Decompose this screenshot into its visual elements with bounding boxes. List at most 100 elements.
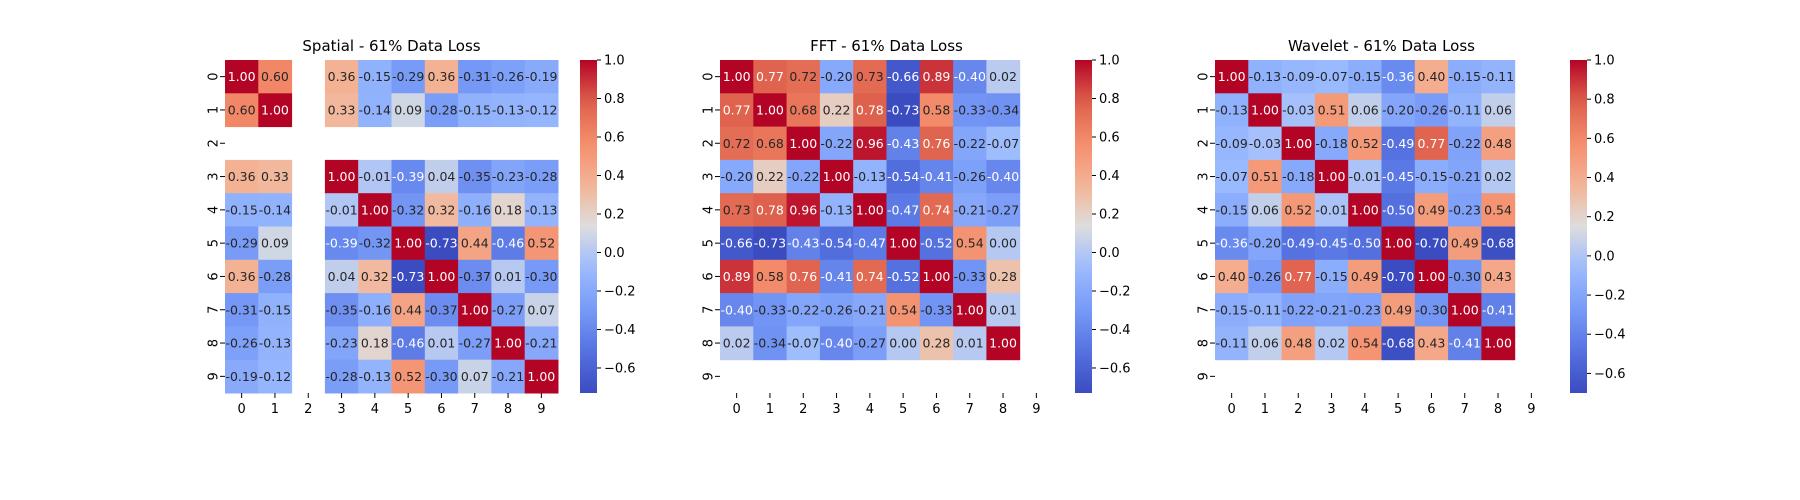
heatmap-cell (1448, 326, 1482, 361)
cell-label: 1.00 (1218, 69, 1246, 84)
heatmap-cell (1314, 159, 1349, 194)
cell-label: -0.13 (820, 202, 852, 217)
heatmap-cell (819, 326, 854, 361)
heatmap-cell (819, 259, 854, 294)
cell-label: -0.15 (1315, 269, 1347, 284)
heatmap-cell (225, 60, 259, 94)
x-tick-label: 9 (537, 402, 545, 417)
colorbar-tick-label: 1.0 (1594, 54, 1615, 69)
cell-label: -0.29 (392, 69, 424, 84)
heatmap-cell (1481, 226, 1516, 261)
cell-label: 0.00 (989, 236, 1017, 251)
cell-label: -0.46 (492, 236, 524, 251)
cell-label: 1.00 (789, 136, 817, 151)
cell-label: -0.19 (225, 369, 257, 384)
cell-label: 0.49 (1384, 302, 1412, 317)
cell-label: -0.03 (1249, 136, 1281, 151)
cell-label: 0.36 (228, 269, 256, 284)
heatmap-cell (720, 226, 754, 261)
cell-label: -0.14 (259, 202, 291, 217)
cell-label: -0.13 (854, 169, 886, 184)
heatmap-cell (1414, 60, 1449, 94)
y-tick-label: 7 (207, 306, 222, 314)
x-tick-label: 0 (1228, 402, 1236, 417)
cell-label: -0.47 (887, 202, 919, 217)
cell-label: -0.11 (1449, 102, 1481, 117)
heatmap-cell (1348, 126, 1382, 161)
heatmap-cell (391, 293, 426, 327)
cell-label: -0.66 (887, 69, 919, 84)
x-tick-label: 2 (304, 402, 312, 417)
heatmap-cell (753, 93, 788, 128)
heatmap-cell (458, 159, 492, 194)
cell-label: -0.26 (820, 302, 852, 317)
y-tick-label: 9 (1197, 372, 1212, 380)
heatmap-cell (524, 159, 559, 194)
heatmap-cell (491, 359, 526, 394)
heatmap-cell (919, 159, 954, 194)
cell-label: -0.20 (1382, 102, 1414, 117)
cell-label: 0.77 (1418, 136, 1446, 151)
y-tick-label: 2 (207, 139, 222, 147)
cell-label: -0.41 (920, 169, 952, 184)
colorbar (1075, 60, 1092, 393)
y-tick-label: 5 (1197, 239, 1212, 247)
heatmap-cell (886, 226, 921, 261)
x-tick-label: 1 (766, 402, 774, 417)
cell-label: -0.46 (392, 336, 424, 351)
heatmap-cell (786, 159, 821, 194)
heatmap-cell (953, 293, 987, 327)
x-tick-label: 4 (1361, 402, 1369, 417)
y-tick-label: 2 (702, 139, 717, 147)
cell-label: 1.00 (1484, 336, 1512, 351)
cell-label: -0.15 (1215, 202, 1247, 217)
cell-label: 0.74 (923, 202, 951, 217)
heatmap-cell (720, 159, 754, 194)
heatmap-cell (1481, 126, 1516, 161)
heatmap-cell (1314, 326, 1349, 361)
cell-label: -0.20 (820, 69, 852, 84)
heatmap-cell (324, 193, 359, 227)
y-tick-label: 8 (1197, 339, 1212, 347)
heatmap-cell (919, 226, 954, 261)
heatmap-cell (324, 259, 359, 294)
cell-label: -0.21 (1449, 169, 1481, 184)
cell-label: 0.76 (789, 269, 817, 284)
cell-label: -0.52 (887, 269, 919, 284)
heatmap-cell (258, 60, 293, 94)
cell-label: 0.43 (1484, 269, 1512, 284)
y-tick-label: 9 (207, 372, 222, 380)
heatmap-cell (853, 159, 887, 194)
heatmap-cell (424, 293, 459, 327)
cell-label: 0.51 (1318, 102, 1346, 117)
cell-label: 1.00 (923, 269, 951, 284)
y-tick-label: 8 (207, 339, 222, 347)
heatmap-cell (1314, 93, 1349, 128)
cell-label: -0.23 (325, 336, 357, 351)
cell-label: -0.28 (425, 102, 457, 117)
cell-label: -0.73 (425, 236, 457, 251)
cell-label: 0.43 (1418, 336, 1446, 351)
cell-label: -0.39 (325, 236, 357, 251)
cell-label: 0.02 (723, 336, 751, 351)
heatmap-cell (391, 259, 426, 294)
cell-label: 0.22 (756, 169, 784, 184)
cell-label: 1.00 (856, 202, 884, 217)
heatmap-cell (225, 93, 259, 128)
cell-label: 0.28 (923, 336, 951, 351)
x-tick-label: 0 (238, 402, 246, 417)
cell-label: 0.06 (1251, 336, 1279, 351)
cell-label: 0.54 (1484, 202, 1512, 217)
heatmap-cell (953, 126, 987, 161)
cell-label: 0.60 (228, 102, 256, 117)
colorbar-tick-label: −0.6 (1099, 361, 1131, 376)
heatmap-cell (753, 293, 788, 327)
heatmap-cell (1348, 326, 1382, 361)
cell-label: -0.40 (720, 302, 752, 317)
cell-label: -0.68 (1382, 336, 1414, 351)
heatmap-cell (753, 193, 788, 227)
colorbar-tick-label: 1.0 (1099, 54, 1120, 69)
cell-label: 0.18 (494, 202, 522, 217)
heatmap-cell (1215, 193, 1249, 227)
cell-label: -0.39 (392, 169, 424, 184)
